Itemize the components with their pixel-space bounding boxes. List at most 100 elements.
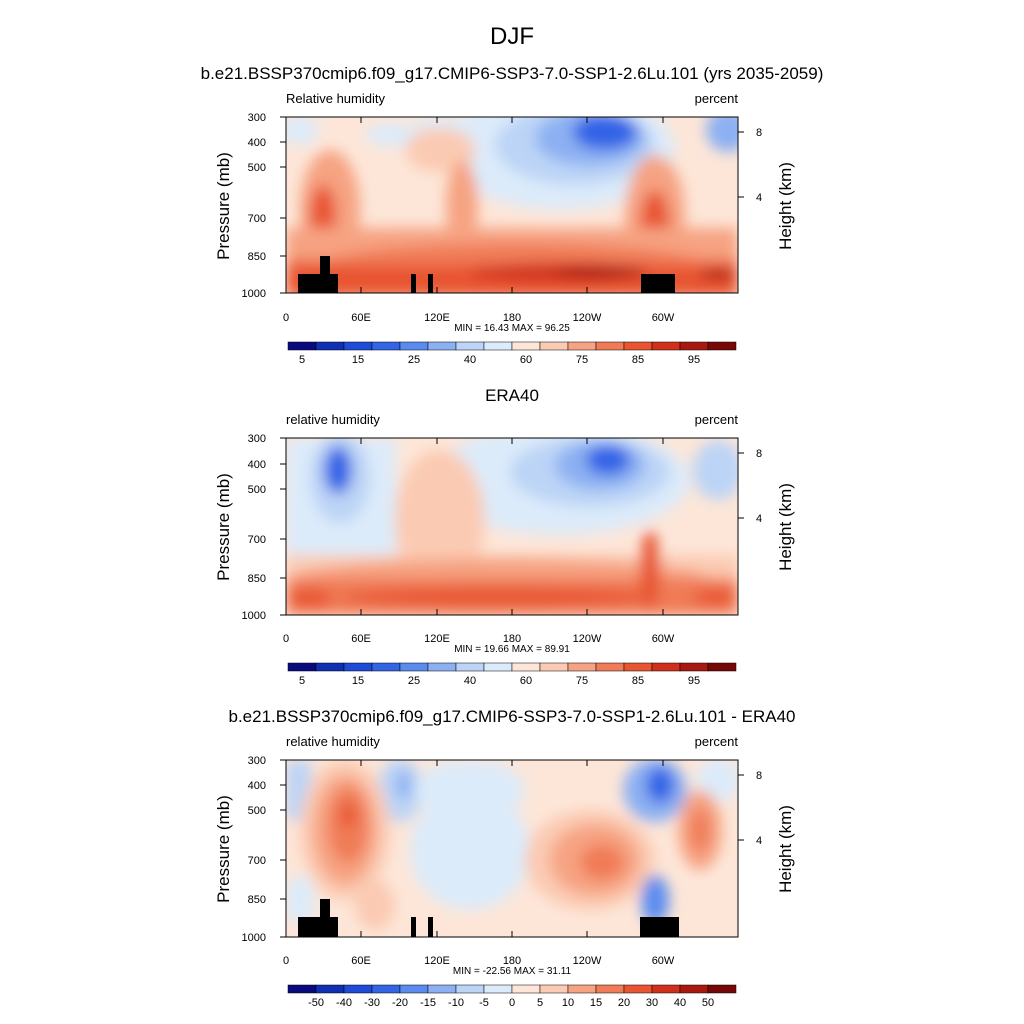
x-tick-label: 0 (283, 633, 289, 645)
colorbar-swatch (483, 341, 513, 351)
y-axis-title: Pressure (mb) (214, 795, 233, 903)
panel-difference: b.e21.BSSP370cmip6.f09_g17.CMIP6-SSP3-7.… (214, 707, 796, 1009)
contour-field (286, 438, 738, 615)
panel-title: b.e21.BSSP370cmip6.f09_g17.CMIP6-SSP3-7.… (201, 64, 824, 83)
colorbar-label: 25 (408, 675, 420, 687)
y-tick-label: 850 (248, 251, 266, 263)
colorbar-swatch (455, 984, 485, 994)
colorbar-swatch (595, 341, 625, 351)
colorbar-label: 15 (352, 675, 364, 687)
colorbar-swatch (399, 984, 429, 994)
x-tick-label: 60E (351, 955, 371, 967)
x-tick-label: 0 (283, 955, 289, 967)
colorbar-swatch (707, 984, 737, 994)
colorbar-swatch (315, 341, 345, 351)
colorbar-label: -50 (308, 997, 324, 1009)
height-tick-label: 4 (756, 513, 762, 525)
x-axis-ticks: 0 60E 120E 180 120W 60W (283, 760, 675, 967)
variable-label: relative humidity (286, 734, 380, 749)
colorbar-label: 95 (688, 354, 700, 366)
colorbar-swatch (399, 662, 429, 672)
colorbar-swatch (483, 662, 513, 672)
right-axis-title: Height (km) (776, 162, 795, 250)
colorbar-swatch (679, 984, 709, 994)
colorbar-swatch (511, 984, 541, 994)
colorbar-label: 40 (464, 354, 476, 366)
x-tick-label: 120E (424, 955, 450, 967)
colorbar-swatch (371, 341, 401, 351)
x-tick-label: 60W (652, 955, 675, 967)
colorbar-label: 40 (464, 675, 476, 687)
colorbar-swatch (651, 341, 681, 351)
y-tick-label: 1000 (242, 288, 266, 300)
y-tick-label: 300 (248, 755, 266, 767)
y-tick-label: 500 (248, 484, 266, 496)
y-tick-label: 850 (248, 894, 266, 906)
colorbar-swatch (623, 984, 653, 994)
x-tick-label: 180 (503, 955, 521, 967)
units-label: percent (695, 91, 739, 106)
colorbar-label: 60 (520, 354, 532, 366)
right-axis-title: Height (km) (776, 805, 795, 893)
y-tick-label: 400 (248, 780, 266, 792)
height-tick-label: 4 (756, 835, 762, 847)
colorbar-label: -40 (336, 997, 352, 1009)
x-tick-label: 60W (652, 633, 675, 645)
colorbar-swatch (371, 662, 401, 672)
x-tick-label: 0 (283, 312, 289, 324)
height-tick-label: 8 (756, 127, 762, 139)
x-axis-ticks: 0 60E 120E 180 120W 60W (283, 117, 675, 324)
colorbar-label: 15 (590, 997, 602, 1009)
min-max-stats: MIN = 16.43 MAX = 96.25 (454, 323, 570, 334)
y-tick-label: 500 (248, 162, 266, 174)
colorbar-swatch (371, 984, 401, 994)
y-tick-label: 400 (248, 137, 266, 149)
y-tick-label: 700 (248, 855, 266, 867)
figure-title: DJF (490, 23, 534, 50)
colorbar-swatch (287, 984, 317, 994)
colorbar-label: 5 (537, 997, 543, 1009)
colorbar-swatch (427, 341, 457, 351)
y-axis-ticks: 300 400 500 700 850 1000 (242, 112, 286, 300)
colorbar-swatch (343, 984, 373, 994)
y-tick-label: 700 (248, 213, 266, 225)
colorbar-label: -20 (392, 997, 408, 1009)
y-axis-title: Pressure (mb) (214, 152, 233, 260)
colorbar-swatch (287, 341, 317, 351)
colorbar-swatch (595, 984, 625, 994)
colorbar-swatch (567, 341, 597, 351)
colorbar: 5 15 25 40 60 75 85 95 (287, 341, 737, 366)
y-tick-label: 700 (248, 534, 266, 546)
x-tick-label: 120E (424, 633, 450, 645)
colorbar-label: 75 (576, 354, 588, 366)
height-tick-label: 4 (756, 192, 762, 204)
colorbar-swatch (707, 662, 737, 672)
colorbar-swatch (483, 984, 513, 994)
contour-field (286, 760, 738, 937)
colorbar-swatch (679, 341, 709, 351)
colorbar-swatch (651, 984, 681, 994)
colorbar-swatch (623, 662, 653, 672)
colorbar-swatch (539, 341, 569, 351)
colorbar-swatch (343, 662, 373, 672)
x-tick-label: 60E (351, 633, 371, 645)
colorbar-swatch (539, 662, 569, 672)
colorbar-label: 30 (646, 997, 658, 1009)
colorbar-label: 50 (702, 997, 714, 1009)
colorbar-label: 5 (299, 354, 305, 366)
y-axis-ticks: 300 400 500 700 850 1000 (242, 433, 286, 622)
y-axis-title: Pressure (mb) (214, 473, 233, 581)
colorbar: -50 -40 -30 -20 -15 -10 -5 0 5 10 15 20 30 40 50 (287, 984, 737, 1009)
colorbar-swatch (399, 341, 429, 351)
y-axis-ticks: 300 400 500 700 850 1000 (242, 755, 286, 944)
colorbar-swatch (567, 662, 597, 672)
colorbar-label: -30 (364, 997, 380, 1009)
colorbar-swatch (511, 662, 541, 672)
colorbar-label: 85 (632, 354, 644, 366)
panel-observations: ERA40 relative humidity percent (214, 386, 795, 687)
units-label: percent (695, 734, 739, 749)
y-tick-label: 400 (248, 459, 266, 471)
y-tick-label: 500 (248, 805, 266, 817)
y-tick-label: 1000 (242, 610, 266, 622)
